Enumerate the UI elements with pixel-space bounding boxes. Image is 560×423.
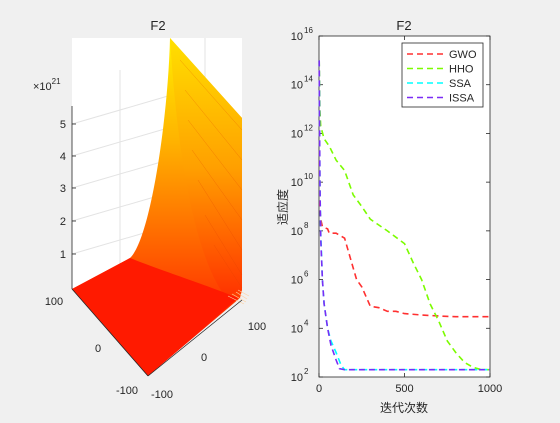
surface-fringe	[227, 289, 250, 305]
z-tick-label: 1	[60, 249, 66, 261]
x-tick-label: 100	[248, 321, 266, 333]
legend-label-hho: HHO	[449, 64, 474, 76]
y-tick-exponent: 8	[304, 221, 309, 230]
y-tick-label: 10	[291, 80, 303, 92]
z-tick-label: 4	[60, 151, 66, 163]
x-tick-label: 500	[395, 383, 413, 395]
y-tick-exponent: 10	[304, 172, 313, 181]
x-tick-label: -100	[151, 389, 173, 401]
z-tick-labels: 1 2 3 4 5	[60, 119, 76, 261]
y-tick-exponent: 6	[304, 270, 309, 279]
surface-title: F2	[150, 18, 165, 33]
legend-label-issa: ISSA	[449, 93, 475, 105]
y-axis-line	[71, 288, 149, 377]
y-axis-label: 适应度	[275, 189, 290, 225]
series-line-gwo	[318, 60, 490, 318]
x-tick-label: 0	[201, 352, 207, 364]
z-tick-label: 5	[60, 119, 66, 131]
x-tick-label: 1000	[478, 383, 502, 395]
y-tick-label: 10	[291, 226, 303, 238]
z-exponent-label: ×1021	[33, 77, 61, 93]
series-line-issa	[318, 60, 490, 371]
y-tick-label: 10	[291, 372, 303, 384]
surface-wall-face	[170, 38, 242, 296]
y-tick-exponent: 2	[304, 367, 309, 376]
y-tick-label: 0	[95, 343, 101, 355]
x-axis-label: 迭代次数	[380, 400, 428, 415]
legend: GWO HHO SSA ISSA	[401, 42, 484, 108]
surface-plot: F2 ×1021 1 2 3 4 5 -100 0 100 -100 0 100	[33, 18, 266, 401]
surface-floor-face	[72, 258, 238, 376]
line-chart-title: F2	[396, 18, 411, 33]
surface-mesh	[179, 59, 243, 289]
legend-label-gwo: GWO	[449, 49, 477, 61]
y-tick-label: 10	[291, 323, 303, 335]
y-tick-label: 10	[291, 31, 303, 43]
y-tick-label: 100	[45, 296, 63, 308]
x-tick-label: 0	[316, 383, 322, 395]
series-line-hho	[318, 60, 490, 371]
legend-label-ssa: SSA	[449, 78, 472, 90]
y-tick-exponent: 16	[304, 26, 313, 35]
z-tick-label: 3	[60, 183, 66, 195]
x-axis-line	[147, 299, 243, 377]
z-tick-label: 2	[60, 216, 66, 228]
y-tick-exponent: 12	[304, 123, 313, 132]
y-tick-label: 10	[291, 275, 303, 287]
y-tick-labels: -100 0 100	[45, 296, 138, 397]
x-tick-labels: -100 0 100	[151, 321, 266, 401]
y-tick-exponent: 14	[304, 75, 313, 84]
y-tick-label: -100	[116, 385, 138, 397]
y-tick-label: 10	[291, 177, 303, 189]
y-tick-label: 10	[291, 128, 303, 140]
y-tick-exponent: 4	[304, 318, 309, 327]
series-lines	[318, 60, 490, 371]
